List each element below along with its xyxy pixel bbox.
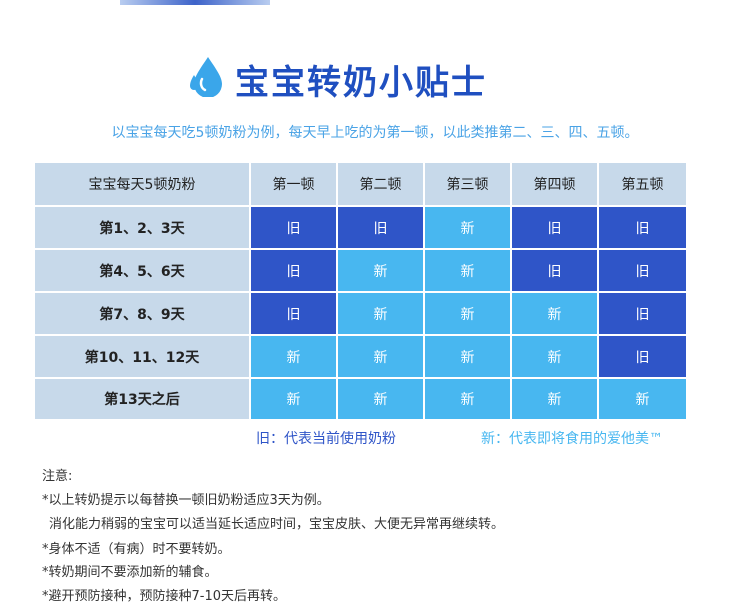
cell-new: 新 xyxy=(425,336,510,377)
cell-new: 新 xyxy=(512,336,597,377)
note: *以上转奶提示以每替换一顿旧奶粉适应3天为例。 xyxy=(42,493,330,508)
note: 消化能力稍弱的宝宝可以适当延长适应时间，宝宝皮肤、大便无异常再继续转。 xyxy=(49,517,505,532)
legend-new: 新：代表即将食用的爱他美™ xyxy=(481,431,663,447)
cell-old: 旧 xyxy=(599,336,686,377)
cell-new: 新 xyxy=(338,293,423,334)
subtitle: 以宝宝每天吃5顿奶粉为例，每天早上吃的为第一顿，以此类推第二、三、四、五顿。 xyxy=(111,125,639,141)
header-cell: 第二顿 xyxy=(338,163,423,205)
cell-new: 新 xyxy=(338,379,423,419)
legend-old: 旧：代表当前使用奶粉 xyxy=(256,431,396,447)
header-cell: 第一顿 xyxy=(251,163,336,205)
cell-old: 旧 xyxy=(512,250,597,291)
cell-old: 旧 xyxy=(599,207,686,248)
row-label: 第13天之后 xyxy=(35,379,249,419)
note: *转奶期间不要添加新的辅食。 xyxy=(42,565,218,580)
header-cell: 第五顿 xyxy=(599,163,686,205)
row-label: 第10、11、12天 xyxy=(35,336,249,377)
cell-old: 旧 xyxy=(599,250,686,291)
cell-new: 新 xyxy=(425,293,510,334)
cell-new: 新 xyxy=(425,207,510,248)
cell-new: 新 xyxy=(425,379,510,419)
top-bar xyxy=(120,0,270,5)
cell-new: 新 xyxy=(251,336,336,377)
cell-old: 旧 xyxy=(512,207,597,248)
note: *身体不适（有病）时不要转奶。 xyxy=(42,542,231,557)
note: 注意: xyxy=(42,469,73,484)
cell-new: 新 xyxy=(251,379,336,419)
note: *避开预防接种，预防接种7-10天后再转。 xyxy=(42,589,287,604)
row-label: 第7、8、9天 xyxy=(35,293,249,334)
cell-old: 旧 xyxy=(251,207,336,248)
cell-old: 旧 xyxy=(251,250,336,291)
row-label: 第4、5、6天 xyxy=(35,250,249,291)
row-label: 第1、2、3天 xyxy=(35,207,249,248)
header-cell: 第四顿 xyxy=(512,163,597,205)
title: 宝宝转奶小贴士 xyxy=(235,63,487,103)
cell-old: 旧 xyxy=(338,207,423,248)
cell-old: 旧 xyxy=(251,293,336,334)
cell-new: 新 xyxy=(338,250,423,291)
cell-new: 新 xyxy=(599,379,686,419)
cell-new: 新 xyxy=(425,250,510,291)
cell-new: 新 xyxy=(512,293,597,334)
header-cell: 宝宝每天5顿奶粉 xyxy=(35,163,249,205)
header-cell: 第三顿 xyxy=(425,163,510,205)
cell-new: 新 xyxy=(512,379,597,419)
water-drop-icon xyxy=(190,57,222,97)
cell-new: 新 xyxy=(338,336,423,377)
cell-old: 旧 xyxy=(599,293,686,334)
